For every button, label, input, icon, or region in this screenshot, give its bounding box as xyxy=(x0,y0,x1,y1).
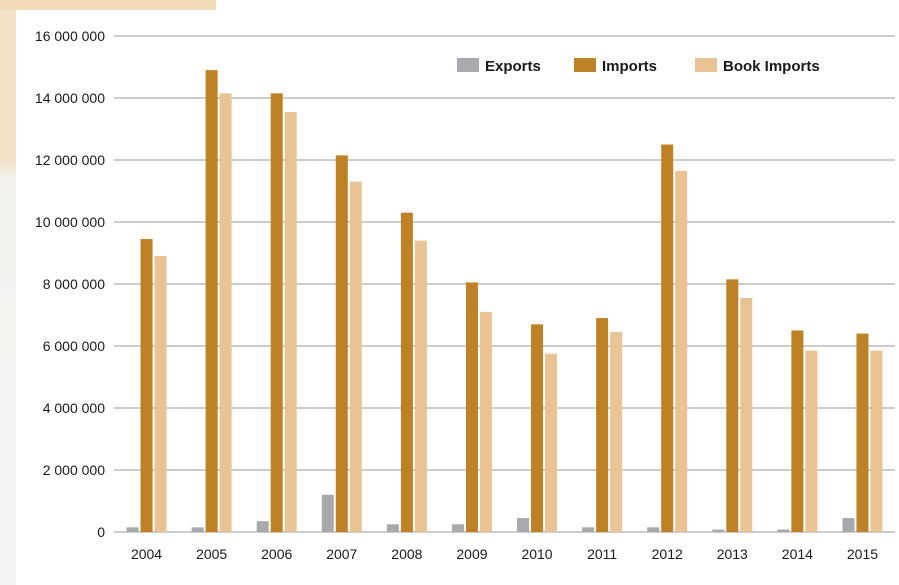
bar-book-imports xyxy=(154,256,167,532)
y-tick-label: 12 000 000 xyxy=(35,152,105,168)
bar-book-imports xyxy=(219,93,232,532)
y-tick-label: 10 000 000 xyxy=(35,214,105,230)
bar-book-imports xyxy=(545,353,558,532)
bar-book-imports xyxy=(479,311,492,532)
bar-book-imports xyxy=(740,297,753,532)
y-axis: 0 2 000 000 4 000 000 6 000 000 8 000 000 10 … xyxy=(35,28,105,540)
bar-book-imports xyxy=(349,181,362,532)
bar-imports xyxy=(335,155,348,532)
x-tick-label: 2010 xyxy=(521,546,552,562)
legend-swatch-exports xyxy=(457,58,479,72)
bar-book-imports xyxy=(284,111,297,532)
bar-exports xyxy=(451,524,464,532)
y-tick-label: 2 000 000 xyxy=(43,462,105,478)
x-tick-label: 2015 xyxy=(847,546,878,562)
bar-imports xyxy=(205,70,218,532)
bar-imports xyxy=(465,282,478,532)
bars xyxy=(126,70,883,533)
bar-imports xyxy=(856,333,869,532)
legend: Exports Imports Book Imports xyxy=(457,58,820,75)
bar-imports xyxy=(400,212,413,532)
legend-swatch-book-imports xyxy=(695,58,717,72)
bar-book-imports xyxy=(805,350,818,532)
legend-label: Imports xyxy=(602,58,657,75)
y-tick-label: 0 xyxy=(97,524,105,540)
bar-exports xyxy=(321,494,334,532)
bar-imports xyxy=(726,279,739,532)
bar-exports xyxy=(126,527,139,532)
x-tick-label: 2014 xyxy=(782,546,813,562)
legend-swatch-imports xyxy=(574,58,596,72)
bar-exports xyxy=(712,529,725,532)
bar-exports xyxy=(517,518,530,532)
x-tick-label: 2006 xyxy=(261,546,292,562)
x-tick-label: 2012 xyxy=(652,546,683,562)
x-tick-label: 2008 xyxy=(391,546,422,562)
y-tick-label: 8 000 000 xyxy=(43,276,105,292)
bar-exports xyxy=(582,527,595,532)
x-tick-label: 2004 xyxy=(131,546,162,562)
gridlines xyxy=(114,35,895,533)
y-tick-label: 14 000 000 xyxy=(35,90,105,106)
y-tick-label: 6 000 000 xyxy=(43,338,105,354)
bar-exports xyxy=(777,529,790,532)
bar-book-imports xyxy=(414,240,427,532)
bar-exports xyxy=(386,524,399,532)
bar-exports xyxy=(842,518,855,532)
y-tick-label: 4 000 000 xyxy=(43,400,105,416)
bar-imports xyxy=(531,324,544,532)
x-axis: 2004 2005 2006 2007 2008 2009 2010 2011 2012 2013… xyxy=(131,546,878,562)
decorative-top-band xyxy=(0,0,216,10)
bar-exports xyxy=(191,527,204,532)
y-tick-label: 16 000 000 xyxy=(35,28,105,44)
x-tick-label: 2007 xyxy=(326,546,357,562)
legend-label: Book Imports xyxy=(723,58,820,75)
x-tick-label: 2005 xyxy=(196,546,227,562)
bar-imports xyxy=(596,318,609,532)
bar-book-imports xyxy=(675,170,688,532)
bar-book-imports xyxy=(870,350,883,532)
bar-book-imports xyxy=(610,332,623,532)
bar-exports xyxy=(256,521,269,532)
x-tick-label: 2009 xyxy=(456,546,487,562)
bar-imports xyxy=(791,330,804,532)
bar-imports xyxy=(140,239,153,533)
bar-imports xyxy=(270,93,283,532)
bar-exports xyxy=(647,527,660,532)
bar-imports xyxy=(661,144,674,532)
x-tick-label: 2013 xyxy=(717,546,748,562)
legend-label: Exports xyxy=(485,58,541,75)
x-tick-label: 2011 xyxy=(587,546,617,562)
decorative-left-band xyxy=(0,10,16,585)
